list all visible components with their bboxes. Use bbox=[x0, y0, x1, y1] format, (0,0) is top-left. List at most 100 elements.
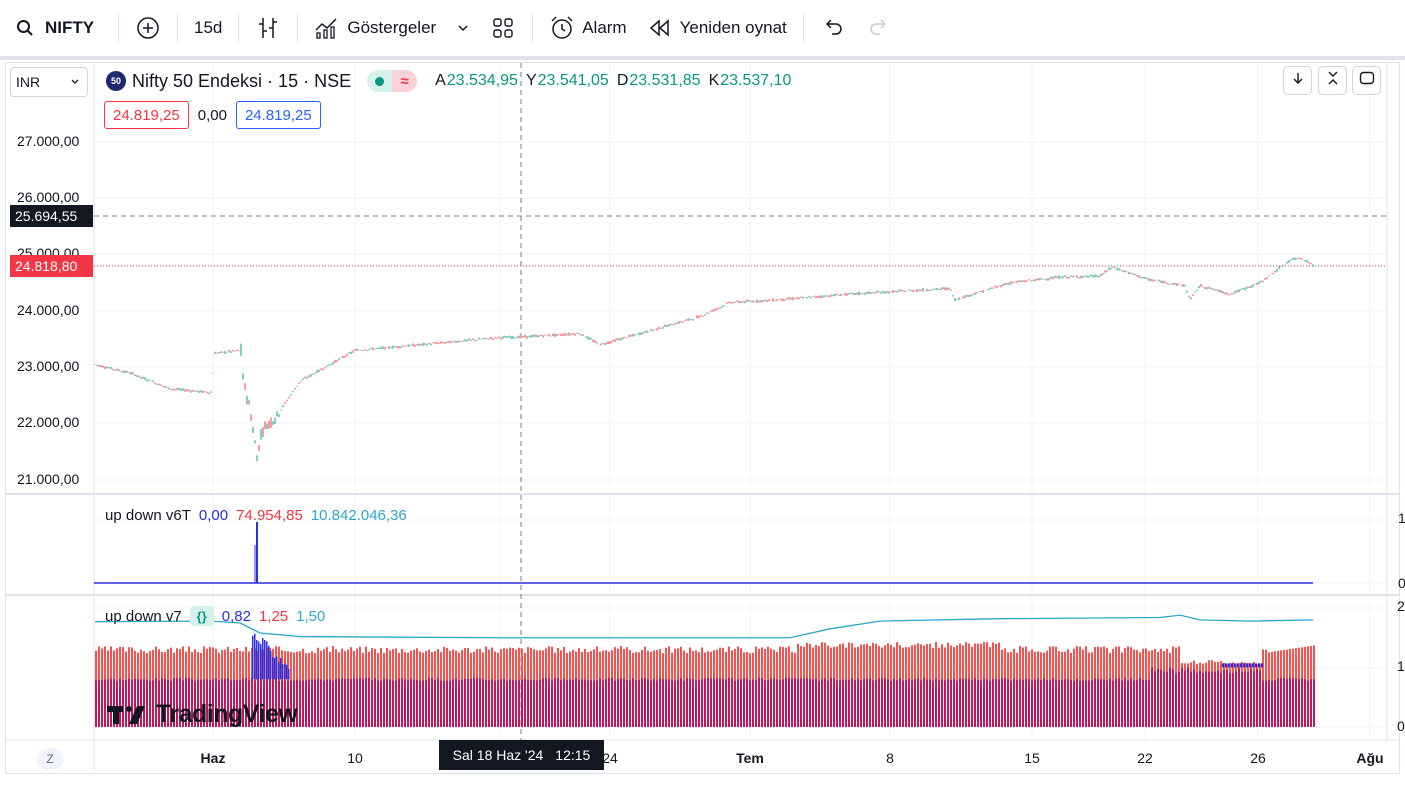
indicator2-bar bbox=[203, 679, 205, 727]
indicator2-bar bbox=[815, 678, 817, 727]
indicator2-legend[interactable]: up down v7 {} 0,82 1,25 1,50 bbox=[105, 606, 325, 626]
indicator1-value-1: 0,00 bbox=[198, 507, 229, 524]
indicator2-bar bbox=[971, 679, 973, 727]
indicator1-legend[interactable]: up down v6T 0,00 74.954,85 10.842.046,36 bbox=[105, 507, 407, 524]
indicator2-bar bbox=[836, 680, 838, 727]
price-axis-tick: 21.000,00 bbox=[17, 471, 80, 487]
indicator2-bar bbox=[311, 679, 313, 727]
indicator2-bar bbox=[572, 679, 574, 727]
indicator2-bar bbox=[320, 679, 322, 727]
maximize-pane-button[interactable] bbox=[1318, 66, 1347, 95]
indicator2-bar bbox=[1079, 680, 1081, 727]
indicator2-blue-bar bbox=[252, 635, 254, 680]
indicator2-bar bbox=[653, 679, 655, 727]
indicator2-bar bbox=[209, 680, 211, 727]
indicator2-bar bbox=[1061, 679, 1063, 727]
currency-selector[interactable]: INR bbox=[10, 67, 88, 97]
indicator2-bar bbox=[1082, 680, 1084, 727]
indicator2-bar bbox=[974, 678, 976, 727]
indicator2-bar bbox=[560, 680, 562, 727]
replay-button[interactable]: Yeniden oynat bbox=[637, 8, 797, 48]
indicator2-bar bbox=[566, 680, 568, 727]
indicator2-bar bbox=[752, 679, 754, 727]
indicator2-bar bbox=[656, 680, 658, 727]
alarm-button[interactable]: Alarm bbox=[539, 8, 636, 48]
indicator2-bar bbox=[1289, 678, 1291, 727]
buy-price-box[interactable]: 24.819,25 bbox=[235, 101, 321, 129]
crosshair-price-tag: 25.694,55 bbox=[10, 205, 93, 227]
indicator2-line bbox=[94, 614, 1314, 639]
indicator2-bar bbox=[299, 680, 301, 727]
interval-button[interactable]: 15d bbox=[184, 8, 232, 48]
indicator2-bar bbox=[215, 678, 217, 727]
indicator2-blue-bar bbox=[1252, 663, 1254, 668]
time-axis-label: 26 bbox=[1250, 750, 1266, 766]
crosshair-time-tag: Sal 18 Haz '24 12:15 bbox=[439, 740, 604, 770]
arrow-down-icon bbox=[1291, 71, 1305, 90]
indicator2-bar bbox=[635, 680, 637, 727]
layout-templates-button[interactable] bbox=[480, 8, 526, 48]
redo-button[interactable] bbox=[856, 8, 902, 48]
symbol-search-button[interactable]: NIFTY bbox=[0, 8, 112, 48]
indicator2-bar bbox=[497, 680, 499, 727]
indicator2-blue-bar bbox=[264, 640, 266, 680]
indicator2-bar bbox=[1292, 678, 1294, 727]
indicator2-bar bbox=[1220, 672, 1222, 727]
indicator2-bar bbox=[200, 679, 202, 727]
indicator2-bar bbox=[1151, 667, 1153, 727]
indicator2-bar bbox=[533, 680, 535, 727]
undo-button[interactable] bbox=[810, 8, 856, 48]
indicator2-bar bbox=[1046, 679, 1048, 727]
indicator2-bar bbox=[524, 678, 526, 727]
market-status-pill[interactable]: ≈ bbox=[367, 70, 418, 92]
indicator2-bar bbox=[1058, 680, 1060, 727]
indicator2-bar bbox=[1217, 670, 1219, 727]
ohlc-key: D bbox=[616, 72, 629, 89]
indicator2-bar bbox=[278, 680, 280, 727]
indicator2-bar bbox=[224, 678, 226, 727]
compare-button[interactable] bbox=[125, 8, 171, 48]
indicator2-bar bbox=[950, 679, 952, 727]
indicator2-bar bbox=[569, 679, 571, 727]
indicators-dropdown-button[interactable] bbox=[446, 8, 480, 48]
indicator2-bar bbox=[905, 680, 907, 727]
indicator2-bar bbox=[1064, 679, 1066, 727]
indicator2-bar bbox=[842, 679, 844, 727]
price-candles bbox=[94, 257, 1314, 462]
symbol-title[interactable]: Nifty 50 Endeksi · 15 · NSE bbox=[132, 70, 352, 91]
indicator2-bar bbox=[389, 679, 391, 727]
indicator1-axis-tick: 1 bbox=[1398, 510, 1405, 526]
indicator2-axis-tick: 2 bbox=[1397, 598, 1405, 614]
indicator2-bar bbox=[365, 678, 367, 727]
indicator2-bar bbox=[662, 679, 664, 727]
indicator2-bar bbox=[1262, 680, 1264, 727]
indicator2-bar bbox=[1025, 678, 1027, 727]
indicator2-bar bbox=[1295, 678, 1297, 727]
indicator2-bar bbox=[554, 678, 556, 727]
indicator2-blue-bar bbox=[284, 663, 286, 680]
script-source-icon[interactable]: {} bbox=[189, 606, 214, 626]
fullscreen-button[interactable] bbox=[1352, 66, 1381, 95]
indicator2-bar bbox=[830, 677, 832, 727]
sell-price-box[interactable]: 24.819,25 bbox=[104, 101, 189, 129]
indicator2-bar bbox=[416, 680, 418, 727]
chart-type-button[interactable] bbox=[245, 8, 291, 48]
collapse-legend-button[interactable] bbox=[1283, 66, 1312, 95]
indicator2-bar bbox=[227, 678, 229, 727]
indicator2-bar bbox=[575, 677, 577, 727]
indicator2-bar bbox=[707, 678, 709, 727]
indicators-button[interactable]: Göstergeler bbox=[304, 8, 446, 48]
indicator2-bar bbox=[638, 680, 640, 727]
indicator2-bar bbox=[884, 678, 886, 727]
indicator2-bar bbox=[833, 678, 835, 727]
indicator2-bar bbox=[527, 679, 529, 727]
indicator2-bar bbox=[1040, 680, 1042, 727]
timezone-button[interactable]: Z bbox=[37, 748, 63, 770]
indicator2-bar bbox=[1037, 678, 1039, 727]
indicator2-bar bbox=[506, 680, 508, 727]
indicator2-bar bbox=[251, 678, 253, 727]
collapse-arrows-icon bbox=[1326, 70, 1340, 91]
time-axis-label: 8 bbox=[886, 750, 894, 766]
indicator2-bar bbox=[668, 679, 670, 727]
